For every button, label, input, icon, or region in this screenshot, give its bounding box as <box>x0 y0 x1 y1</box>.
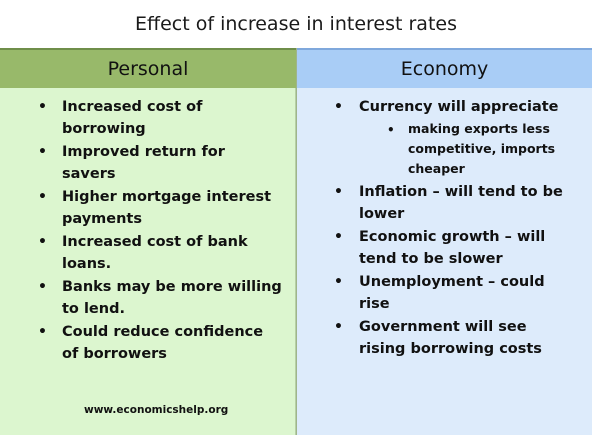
list-item-text: Inflation – will tend to be lower <box>359 184 563 222</box>
list-item-text: Currency will appreciate <box>359 99 559 115</box>
list-item: • Could reduce confidence of borrowers <box>0 321 290 365</box>
list-item: • Increased cost of bank loans. <box>0 231 290 275</box>
list-item-text: Banks may be more willing to lend. <box>62 279 282 317</box>
personal-list: • Increased cost of borrowing • Improved r… <box>0 96 290 366</box>
list-item: • Improved return for savers <box>0 141 290 185</box>
list-item: • Higher mortgage interest payments <box>0 186 290 230</box>
bullet-icon: • <box>38 144 47 160</box>
bullet-icon: • <box>38 99 47 115</box>
list-item: • Economic growth – will tend to be slowe… <box>297 226 587 270</box>
bullet-icon: • <box>334 274 343 290</box>
list-item: • Inflation – will tend to be lower <box>297 181 587 225</box>
bullet-icon: • <box>334 229 343 245</box>
list-item-text: Economic growth – will tend to be slower <box>359 229 546 267</box>
website-credit: www.economicshelp.org <box>84 404 229 416</box>
list-item: • Currency will appreciate • making export… <box>297 96 587 179</box>
list-item: • Increased cost of borrowing <box>0 96 290 140</box>
list-item-text: Improved return for savers <box>62 144 225 182</box>
personal-header: Personal <box>0 48 296 88</box>
bullet-icon: • <box>38 234 47 250</box>
list-item-text: Government will see rising borrowing cos… <box>359 319 542 357</box>
list-item-text: Unemployment – could rise <box>359 274 545 312</box>
sub-list: • making exports less competitive, import… <box>359 119 577 179</box>
bullet-icon: • <box>38 279 47 295</box>
column-divider <box>296 48 297 435</box>
list-item-text: Could reduce confidence of borrowers <box>62 324 264 362</box>
list-item: • Unemployment – could rise <box>297 271 587 315</box>
personal-column: • Increased cost of borrowing • Improved r… <box>0 88 296 435</box>
sub-list-item: • making exports less competitive, import… <box>359 119 577 179</box>
economy-list: • Currency will appreciate • making export… <box>297 96 587 361</box>
bullet-icon: • <box>38 324 47 340</box>
list-item: • Government will see rising borrowing co… <box>297 316 587 360</box>
list-item-text: Higher mortgage interest payments <box>62 189 272 227</box>
bullet-icon: • <box>334 319 343 335</box>
sub-list-item-text: making exports less competitive, imports… <box>408 121 556 176</box>
bullet-icon: • <box>334 99 343 115</box>
economy-column: • Currency will appreciate • making export… <box>297 88 592 435</box>
diagram-title: Effect of increase in interest rates <box>0 0 592 48</box>
list-item-text: Increased cost of bank loans. <box>62 234 248 272</box>
bullet-icon: • <box>38 189 47 205</box>
list-item: • Banks may be more willing to lend. <box>0 276 290 320</box>
bullet-icon: • <box>387 123 395 137</box>
bullet-icon: • <box>334 184 343 200</box>
economy-header: Economy <box>297 48 592 88</box>
list-item-text: Increased cost of borrowing <box>62 99 203 137</box>
